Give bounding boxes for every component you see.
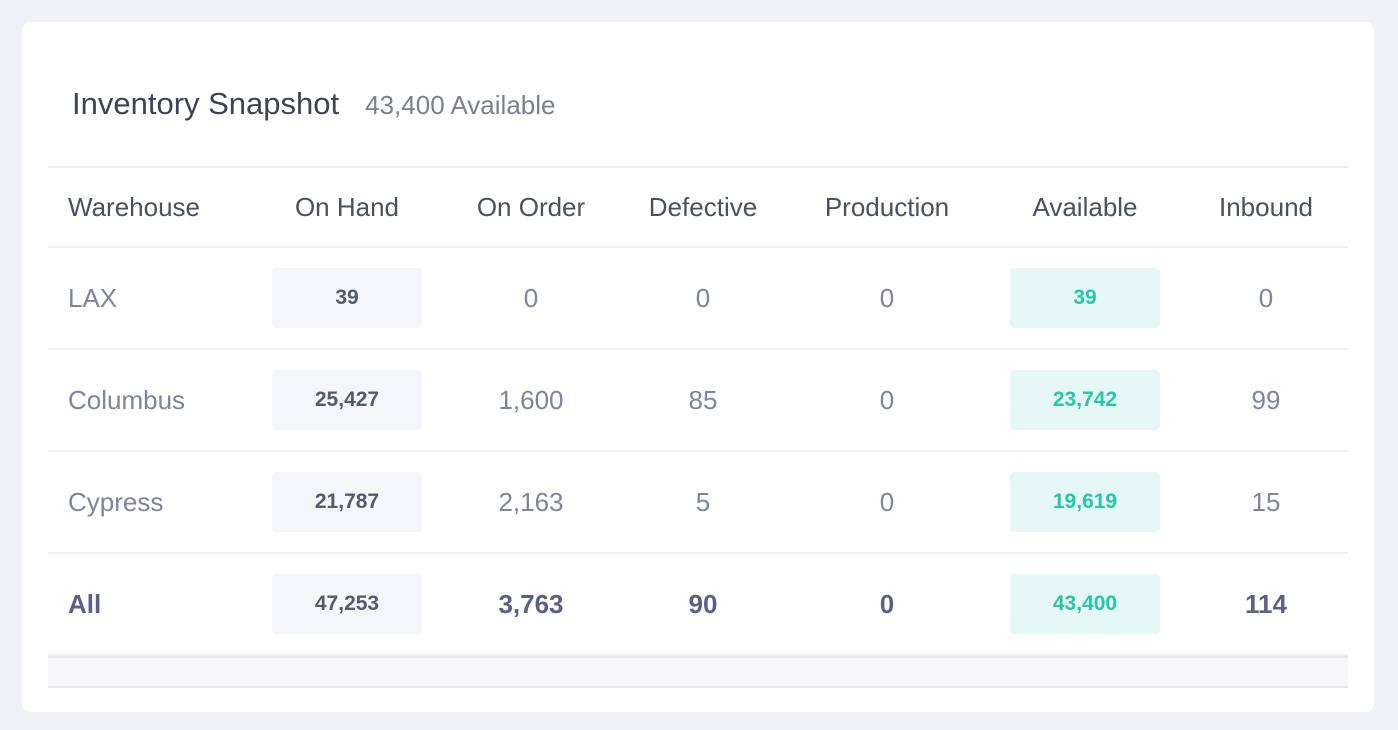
column-header-on-hand[interactable]: On Hand xyxy=(294,191,400,222)
inbound-value: 0 xyxy=(1258,282,1274,313)
available-pill: 23,742 xyxy=(1010,370,1160,430)
inventory-snapshot-card: Inventory Snapshot 43,400 Available Ware… xyxy=(22,22,1374,712)
total-on-order: 3,763 xyxy=(498,588,564,619)
defective-value: 5 xyxy=(695,486,711,517)
column-header-available[interactable]: Available xyxy=(1032,191,1138,222)
available-pill: 19,619 xyxy=(1010,472,1160,532)
table-total-row[interactable]: All 47,253 3,763 90 0 43,400 114 xyxy=(48,554,1348,656)
column-header-warehouse[interactable]: Warehouse xyxy=(68,191,200,222)
available-cell: 19,619 xyxy=(1010,452,1160,552)
warehouse-name: Columbus xyxy=(68,384,186,415)
total-production: 0 xyxy=(879,588,895,619)
table-row[interactable]: Columbus 25,427 1,600 85 0 23,742 99 xyxy=(48,350,1348,452)
inbound-value: 99 xyxy=(1251,384,1281,415)
available-cell: 23,742 xyxy=(1010,350,1160,450)
card-title: Inventory Snapshot xyxy=(72,86,340,121)
available-summary: 43,400 Available xyxy=(365,90,556,120)
column-header-defective[interactable]: Defective xyxy=(648,191,758,222)
total-label: All xyxy=(68,588,102,619)
column-header-on-order[interactable]: On Order xyxy=(476,191,586,222)
warehouse-name: Cypress xyxy=(68,486,164,517)
total-available-cell: 43,400 xyxy=(1010,554,1160,654)
on-order-value: 0 xyxy=(523,282,539,313)
table-header-row: Warehouse On Hand On Order Defective Pro… xyxy=(48,168,1348,248)
inbound-value: 15 xyxy=(1251,486,1281,517)
card-header: Inventory Snapshot 43,400 Available xyxy=(72,86,555,122)
inventory-table: Warehouse On Hand On Order Defective Pro… xyxy=(48,166,1348,656)
on-hand-cell: 39 xyxy=(272,248,422,348)
total-on-hand-pill: 47,253 xyxy=(272,574,422,634)
production-value: 0 xyxy=(879,486,895,517)
on-hand-pill: 39 xyxy=(272,268,422,328)
on-hand-pill: 21,787 xyxy=(272,472,422,532)
horizontal-scrollbar[interactable] xyxy=(48,656,1348,688)
on-hand-cell: 21,787 xyxy=(272,452,422,552)
defective-value: 0 xyxy=(695,282,711,313)
defective-value: 85 xyxy=(688,384,718,415)
available-cell: 39 xyxy=(1010,248,1160,348)
on-hand-pill: 25,427 xyxy=(272,370,422,430)
column-header-inbound[interactable]: Inbound xyxy=(1219,191,1313,222)
table-row[interactable]: LAX 39 0 0 0 39 0 xyxy=(48,248,1348,350)
production-value: 0 xyxy=(879,282,895,313)
column-header-production[interactable]: Production xyxy=(824,191,950,222)
on-order-value: 2,163 xyxy=(498,486,564,517)
on-order-value: 1,600 xyxy=(498,384,564,415)
table-row[interactable]: Cypress 21,787 2,163 5 0 19,619 15 xyxy=(48,452,1348,554)
total-available-pill: 43,400 xyxy=(1010,574,1160,634)
on-hand-cell: 25,427 xyxy=(272,350,422,450)
production-value: 0 xyxy=(879,384,895,415)
available-pill: 39 xyxy=(1010,268,1160,328)
total-on-hand-cell: 47,253 xyxy=(272,554,422,654)
total-inbound: 114 xyxy=(1245,588,1287,619)
warehouse-name: LAX xyxy=(68,282,118,313)
total-defective: 90 xyxy=(688,588,718,619)
